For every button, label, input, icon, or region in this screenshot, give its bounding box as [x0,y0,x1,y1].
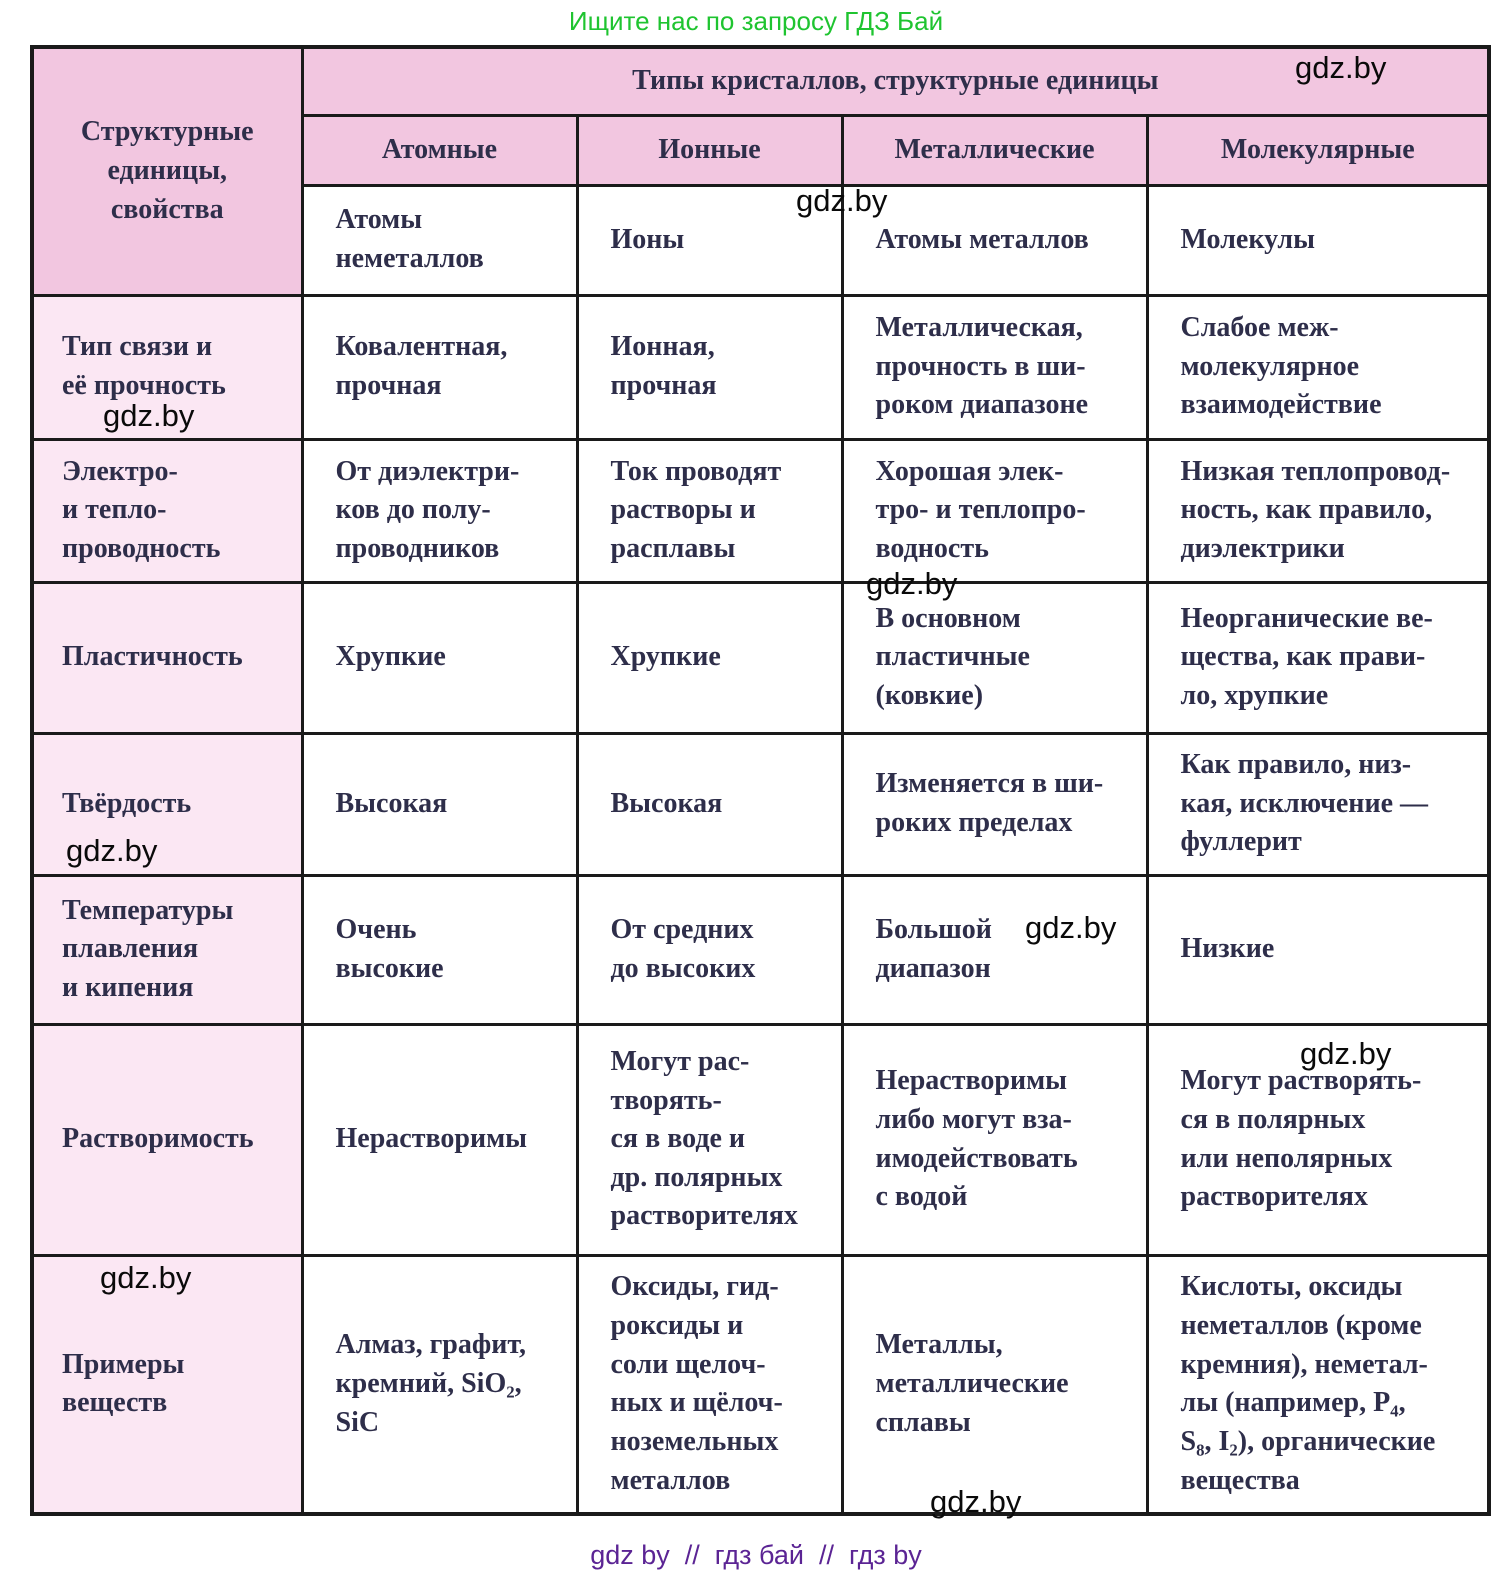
row-label-solubility: Растворимость [30,1022,304,1257]
table-cell: Ток проводят растворы и расплавы [575,437,844,584]
table-cell: Хрупкие [300,580,579,735]
table-cell: Оксиды, гид- роксиды и соли щелоч- ных и… [575,1253,844,1516]
table-cell: Нерастворимы [300,1022,579,1257]
table-cell: Неорганические ве- щества, как прави- ло… [1145,580,1491,735]
units-cell-metallic: Атомы металлов [840,183,1149,297]
watermark: gdz.by [1295,50,1387,85]
table-cell: Высокая [575,731,844,877]
row-label-examples: Примеры веществ [30,1253,304,1516]
table-cell: От средних до высоких [575,873,844,1026]
watermark: gdz.by [66,833,158,868]
search-promo-banner: Ищите нас по запросу ГДЗ Бай [568,6,944,36]
table-cell: Ковалентная, прочная [300,293,579,441]
watermark: gdz.by [866,566,958,601]
table-cell: Слабое меж- молекулярное взаимодействие [1145,293,1491,441]
watermark: gdz.by [796,183,888,218]
watermark: gdz.by [930,1484,1022,1519]
table-cell: Металлическая, прочность в ши- роком диа… [840,293,1149,441]
col-header-molecular: Молекулярные [1145,113,1491,187]
table-cell: Металлы, металлические сплавы [840,1253,1149,1516]
table-cell: Ионная, прочная [575,293,844,441]
table-cell: В основном пластичные (ковкие) [840,580,1149,735]
corner-header-cell: Структурные единицы, свойства [30,45,304,297]
table-cell: Могут растворять- ся в полярных или непо… [1145,1022,1491,1257]
table-cell: Низкие [1145,873,1491,1026]
col-header-metallic: Металлические [840,113,1149,187]
units-cell-molecular: Молекулы [1145,183,1491,297]
row-label-conductivity: Электро- и тепло- проводность [30,437,304,584]
group-header-cell: Типы кристаллов, структурные единицы [300,45,1491,117]
col-header-ionic: Ионные [575,113,844,187]
crystal-types-table: Структурные единицы, свойства Типы крист… [30,45,1492,1516]
table-cell: Высокая [300,731,579,877]
table-cell: Низкая теплопровод- ность, как правило, … [1145,437,1491,584]
units-cell-ionic: Ионы [575,183,844,297]
table-cell: Нерастворимы либо могут вза- имодействов… [840,1022,1149,1257]
row-label-melting-boiling: Температуры плавления и кипения [30,873,304,1026]
table-cell: Кислоты, оксиды неметаллов (кроме кремни… [1145,1253,1491,1516]
row-label-bond-type: Тип связи и её прочность [30,293,304,441]
col-header-atomic: Атомные [300,113,579,187]
site-footer-banner: gdz by // гдз бай // гдз by [590,1540,922,1570]
table-cell: Очень высокие [300,873,579,1026]
table-cell: Изменяется в ши- роких пределах [840,731,1149,877]
watermark: gdz.by [1300,1036,1392,1071]
table-cell: Хрупкие [575,580,844,735]
table-cell: Алмаз, графит, кремний, SiO₂, SiC [300,1253,579,1516]
table-cell: От диэлектри- ков до полу- проводников [300,437,579,584]
watermark: gdz.by [1025,910,1117,945]
table-cell: Большой диапазон [840,873,1149,1026]
table-cell: Могут рас- творять- ся в воде и др. поля… [575,1022,844,1257]
table-cell: Как правило, низ- кая, исключение — фулл… [1145,731,1491,877]
row-label-hardness: Твёрдость [30,731,304,877]
units-cell-atomic: Атомы неметаллов [300,183,579,297]
watermark: gdz.by [100,1260,192,1295]
row-label-plasticity: Пластичность [30,580,304,735]
table-cell: Хорошая элек- тро- и теплопро- водность [840,437,1149,584]
watermark: gdz.by [103,398,195,433]
